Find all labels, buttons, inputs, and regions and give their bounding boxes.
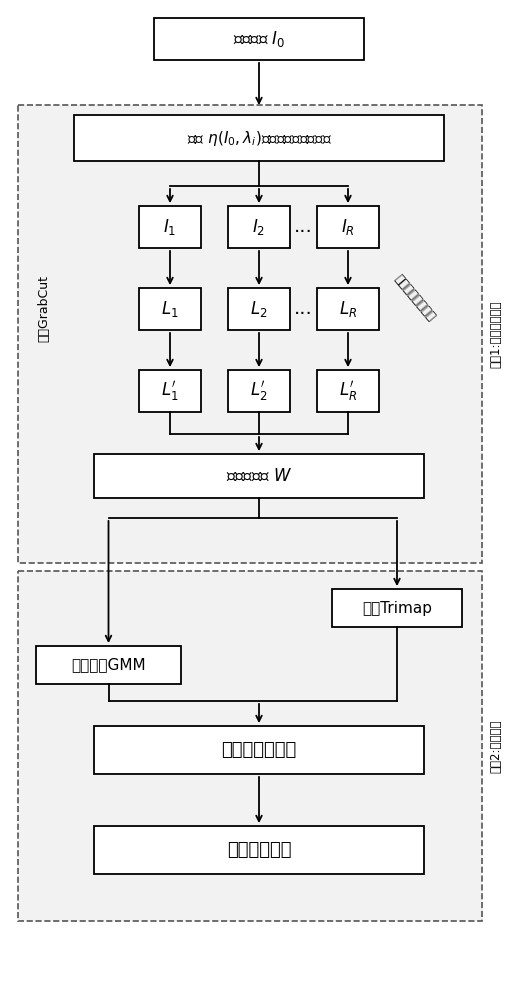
Text: 输入图像 $I_0$: 输入图像 $I_0$ (233, 29, 285, 49)
Bar (139, 288, 201, 330)
Bar (18, 105, 482, 563)
Bar (228, 206, 290, 248)
Bar (154, 18, 364, 60)
Bar (228, 370, 290, 412)
Text: $L_R^{\prime}$: $L_R^{\prime}$ (339, 379, 357, 403)
Bar (94, 826, 424, 874)
Bar (332, 589, 462, 627)
Bar (74, 115, 444, 161)
Text: 矫正Trimap: 矫正Trimap (362, 600, 432, 615)
Text: 最终分割结果: 最终分割结果 (227, 841, 291, 859)
Bar (228, 288, 290, 330)
Text: ...: ... (294, 300, 313, 318)
Bar (94, 454, 424, 498)
Text: $I_R$: $I_R$ (341, 217, 355, 237)
Bar (317, 288, 379, 330)
Bar (139, 370, 201, 412)
Bar (94, 726, 424, 774)
Text: $I_1$: $I_1$ (163, 217, 176, 237)
Text: ...: ... (294, 218, 313, 236)
Bar (317, 370, 379, 412)
Bar (139, 206, 201, 248)
Text: 使用 $\eta(I_0,\lambda_i)$对输入图像进行变形: 使用 $\eta(I_0,\lambda_i)$对输入图像进行变形 (186, 128, 332, 147)
Bar (18, 571, 482, 921)
Text: $L_R$: $L_R$ (339, 299, 357, 319)
Text: 阶段1:构建重构图像: 阶段1:构建重构图像 (489, 300, 502, 368)
Text: 阶段2:精准分割: 阶段2:精准分割 (489, 719, 502, 773)
Text: $I_2$: $I_2$ (252, 217, 266, 237)
Text: $L_2$: $L_2$ (250, 299, 268, 319)
Text: 密集变形分割结果: 密集变形分割结果 (392, 272, 438, 324)
Text: 构建精简图模型: 构建精简图模型 (222, 741, 297, 759)
Bar (36, 646, 181, 684)
Text: 应用GrabCut: 应用GrabCut (37, 275, 50, 342)
Text: $L_1$: $L_1$ (161, 299, 179, 319)
Text: $L_2^{\prime}$: $L_2^{\prime}$ (250, 379, 268, 403)
Text: 计算权重图 $W$: 计算权重图 $W$ (226, 467, 292, 485)
Bar (317, 206, 379, 248)
Text: 训练带权GMM: 训练带权GMM (71, 658, 146, 672)
Text: $L_1^{\prime}$: $L_1^{\prime}$ (161, 379, 179, 403)
